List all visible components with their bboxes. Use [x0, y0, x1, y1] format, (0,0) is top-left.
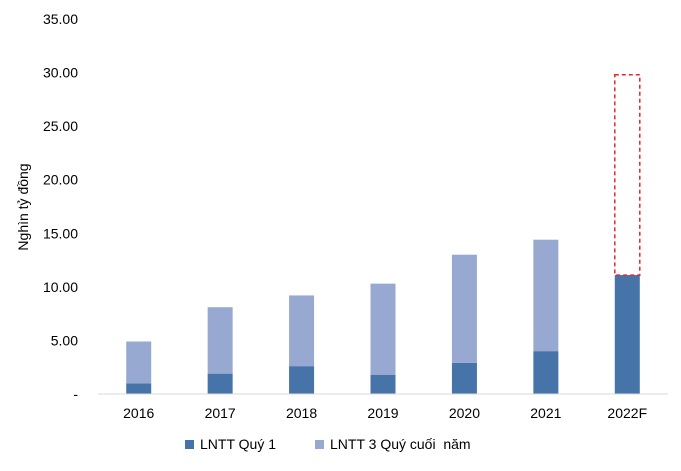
x-tick-label: 2022F [607, 405, 647, 421]
legend-swatch-series-2 [315, 440, 324, 449]
y-tick-label: 20.00 [43, 172, 78, 188]
bar-2016-series-1 [126, 383, 152, 394]
bar-2019-series-2 [370, 283, 396, 375]
bar-2019-series-1 [370, 374, 396, 394]
x-tick-label: 2021 [530, 405, 561, 421]
x-tick-label: 2020 [449, 405, 480, 421]
y-tick-label: 15.00 [43, 225, 78, 241]
y-axis-label: Nghìn tỷ đồng [15, 163, 31, 250]
bar-2018-series-2 [289, 295, 315, 367]
bar-2021-series-2 [533, 239, 559, 352]
legend-label-series-1: LNTT Quý 1 [200, 436, 276, 452]
bars [126, 73, 641, 394]
legend-label-series-2: LNTT 3 Quý cuối năm [330, 436, 471, 452]
y-tick-label: 5.00 [51, 332, 78, 348]
legend: LNTT Quý 1 LNTT 3 Quý cuối năm [185, 436, 471, 452]
projection-box-2022F [614, 73, 641, 276]
x-axis-ticks: 2016 2017 2018 2019 2020 2021 2022F [123, 405, 647, 421]
bar-2017-series-2 [207, 307, 233, 374]
bar-2021-series-1 [533, 351, 559, 394]
x-tick-label: 2019 [367, 405, 398, 421]
legend-swatch-series-1 [185, 440, 194, 449]
x-tick-label: 2017 [205, 405, 236, 421]
y-axis-ticks: - 5.00 10.00 15.00 20.00 25.00 30.00 35.00 [43, 11, 78, 402]
bar-2020-series-2 [451, 254, 477, 363]
y-tick-label: 35.00 [43, 11, 78, 27]
y-tick-label: 30.00 [43, 65, 78, 81]
x-tick-label: 2018 [286, 405, 317, 421]
bar-2016-series-2 [126, 341, 152, 384]
y-tick-label: 25.00 [43, 118, 78, 134]
y-tick-label: - [73, 386, 78, 402]
bar-2018-series-1 [289, 366, 315, 394]
bar-2022F-series-1 [614, 275, 640, 394]
y-tick-label: 10.00 [43, 279, 78, 295]
x-tick-label: 2016 [123, 405, 154, 421]
bar-2020-series-1 [451, 362, 477, 394]
bar-2017-series-1 [207, 373, 233, 394]
